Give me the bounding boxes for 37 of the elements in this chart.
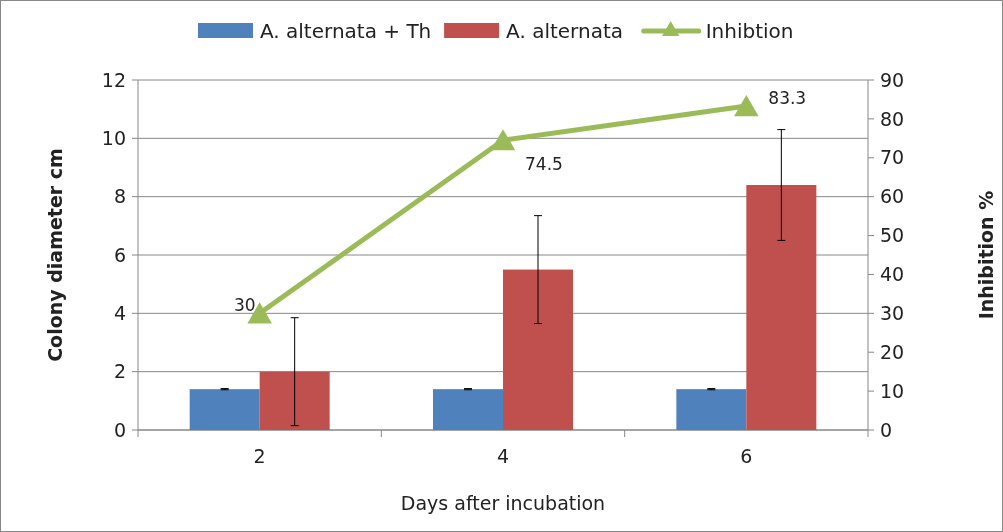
y2-axis-title: Inhibition % (975, 190, 997, 320)
y2-tick-label: 60 (880, 185, 905, 208)
y2-tick-label: 90 (880, 68, 905, 91)
data-label: 30 (234, 295, 256, 316)
bar (503, 269, 573, 430)
data-label: 74.5 (525, 154, 563, 175)
y-tick-label: 10 (101, 126, 126, 149)
y-tick-label: 8 (113, 185, 126, 208)
y-tick-label: 0 (113, 418, 126, 441)
y-axis-title: Colony diameter cm (44, 148, 66, 362)
y2-tick-label: 40 (880, 263, 905, 286)
legend-label: A. alternata + Th (260, 19, 432, 43)
point (734, 94, 759, 117)
y-tick-label: 6 (113, 243, 126, 266)
y2-tick-label: 20 (880, 340, 905, 363)
y2-tick-label: 70 (880, 146, 905, 169)
bar (433, 389, 503, 430)
y2-tick-label: 30 (880, 301, 905, 324)
y2-tick-label: 0 (880, 418, 893, 441)
y2-tick-label: 10 (880, 379, 905, 402)
bar (259, 371, 330, 430)
x-tick-label: 6 (740, 445, 753, 467)
y-tick-label: 4 (113, 301, 126, 324)
y-tick-label: 2 (113, 360, 126, 383)
x-tick-label: 2 (253, 445, 266, 467)
point (490, 129, 516, 151)
x-tick-label: 4 (496, 445, 510, 467)
legend-label: A. alternata (506, 19, 624, 43)
x-axis-title: Days after incubation (400, 492, 606, 514)
bar (189, 389, 260, 430)
y-tick-label: 12 (101, 68, 126, 91)
y2-tick-label: 50 (880, 224, 905, 247)
bar (676, 389, 747, 430)
y2-tick-label: 80 (880, 107, 905, 130)
data-label: 83.3 (768, 88, 807, 109)
legend-label: Inhibtion (705, 19, 794, 43)
bar (746, 185, 817, 430)
